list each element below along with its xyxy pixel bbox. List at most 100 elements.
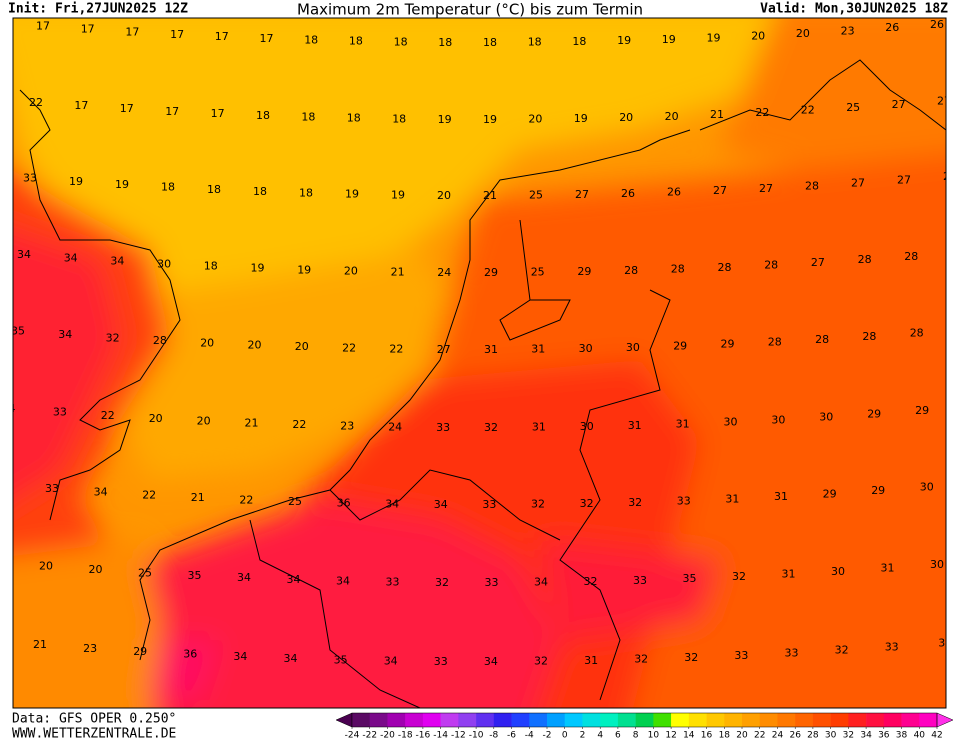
temperature-value: 30 (580, 420, 594, 433)
temperature-value: 35 (683, 572, 697, 585)
temperature-value: 29 (577, 265, 591, 278)
temperature-value: 18 (253, 185, 267, 198)
temperature-value: 34 (17, 248, 31, 261)
temperature-value: 27 (851, 177, 865, 190)
temperature-value: 26 (621, 187, 635, 200)
legend-tick-label: 18 (719, 731, 731, 741)
temperature-value: 27 (437, 343, 451, 356)
temperature-value: 25 (529, 189, 543, 202)
temperature-value: 33 (633, 574, 647, 587)
legend-tick-label: -14 (433, 731, 448, 741)
temperature-value: 32 (106, 331, 120, 344)
temperature-value: 19 (483, 113, 497, 126)
legend-swatch (777, 713, 796, 727)
temperature-value: 35 (188, 569, 202, 582)
temperature-value: 20 (796, 27, 810, 40)
legend-tick-label: 30 (825, 731, 837, 741)
legend-swatch (742, 713, 761, 727)
legend-swatch (653, 713, 672, 727)
temperature-value: 18 (301, 110, 315, 123)
legend-swatch (405, 713, 424, 727)
legend-swatch (866, 713, 885, 727)
legend-tick-label: 8 (633, 731, 639, 741)
temperature-value: 19 (345, 188, 359, 201)
temperature-value: 20 (295, 340, 309, 353)
temperature-value: 33 (734, 649, 748, 662)
legend-swatch (387, 713, 406, 727)
temperature-value: 30 (771, 413, 785, 426)
temperature-value: 19 (574, 112, 588, 125)
legend-tick-label: 42 (931, 731, 942, 741)
legend-tick-label: -24 (345, 731, 360, 741)
temperature-value: 20 (665, 110, 679, 123)
temperature-value: 27 (811, 256, 825, 269)
temperature-value: 18 (204, 260, 218, 273)
valid-time: Valid: Mon,30JUN2025 18Z (760, 2, 948, 17)
temperature-value: 22 (755, 106, 769, 119)
temperature-value: 23 (83, 642, 97, 655)
legend-swatch (795, 713, 814, 727)
legend-tick-label: 28 (807, 731, 819, 741)
temperature-value: 23 (340, 420, 354, 433)
temperature-value: 18 (572, 35, 586, 48)
temperature-value: 35 (11, 325, 25, 338)
temperature-value: 29 (484, 266, 498, 279)
temperature-value: 18 (392, 112, 406, 125)
temperature-value: 31 (725, 493, 739, 506)
temperature-value: 25 (288, 495, 302, 508)
temperature-value: 31 (584, 654, 598, 667)
temperature-value: 32 (484, 421, 498, 434)
temperature-value: 28 (624, 264, 638, 277)
temperature-value: 35 (334, 653, 348, 666)
legend-swatch (369, 713, 388, 727)
temperature-value: 29 (871, 484, 885, 497)
temperature-value: 20 (200, 337, 214, 350)
map-frame (12, 17, 947, 709)
temperature-value: 18 (528, 36, 542, 49)
temperature-value: 21 (710, 108, 724, 121)
temperature-value: 34 (110, 255, 124, 268)
temperature-value: 34 (384, 654, 398, 667)
temperature-value: 31 (881, 562, 895, 575)
legend-swatch (759, 713, 778, 727)
legend-swatch (493, 713, 512, 727)
temperature-value: 34 (233, 650, 247, 663)
temperature-value: 19 (69, 175, 83, 188)
legend-swatch (547, 713, 566, 727)
legend-swatch (458, 713, 477, 727)
legend-swatch (635, 713, 654, 727)
temperature-value: 32 (684, 651, 698, 664)
temperature-value: 27 (943, 170, 957, 183)
temperature-value: 28 (858, 253, 872, 266)
temperature-value: 26 (667, 186, 681, 199)
temperature-value: 34 (434, 498, 448, 511)
temperature-value: 25 (846, 101, 860, 114)
data-source: Data: GFS OPER 0.250° (12, 712, 176, 727)
temperature-value: 20 (248, 339, 262, 352)
temperature-value: 30 (831, 565, 845, 578)
legend-tick-label: 22 (754, 731, 765, 741)
temperature-value: 20 (149, 412, 163, 425)
temperature-value: 33 (386, 575, 400, 588)
temperature-value: 21 (245, 417, 259, 430)
temperature-value: 34 (58, 328, 72, 341)
temperature-value: 24 (437, 266, 451, 279)
legend-tick-label: -2 (543, 731, 552, 741)
temperature-value: 33 (485, 576, 499, 589)
temperature-value: 24 (388, 420, 402, 433)
temperature-value: 29 (867, 408, 881, 421)
temperature-value: 22 (142, 489, 156, 502)
temperature-value: 34 (484, 655, 498, 668)
temperature-value: 34 (64, 252, 78, 265)
legend-swatch (706, 713, 725, 727)
temperature-value: 32 (534, 655, 548, 668)
temperature-value: 33 (885, 640, 899, 653)
temperature-value: 32 (531, 498, 545, 511)
legend-swatch (352, 713, 371, 727)
temperature-value: 34 (534, 576, 548, 589)
temperature-value: 33 (436, 421, 450, 434)
temperature-value: 31 (532, 421, 546, 434)
temperature-value: 27 (575, 188, 589, 201)
